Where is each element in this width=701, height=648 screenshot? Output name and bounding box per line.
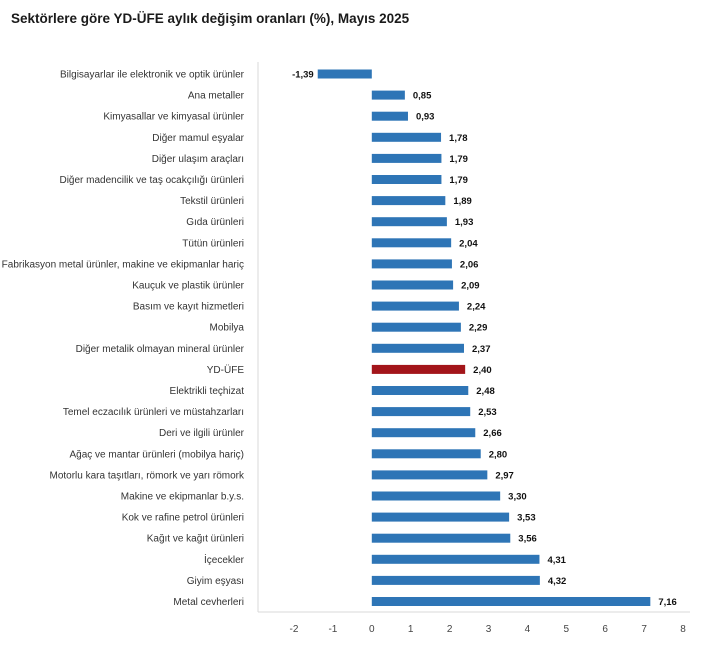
data-label: 1,93 xyxy=(455,217,474,228)
category-label: Elektrikli teçhizat xyxy=(170,386,245,397)
bar xyxy=(317,69,372,79)
bar xyxy=(371,470,488,480)
data-label: 2,48 xyxy=(476,386,495,397)
data-label: 0,85 xyxy=(413,91,432,102)
category-label: Metal cevherleri xyxy=(173,597,244,608)
x-tick-label: 4 xyxy=(525,624,531,635)
category-label: Ağaç ve mantar ürünleri (mobilya hariç) xyxy=(69,449,244,460)
data-label: 2,40 xyxy=(473,365,492,376)
category-label: Deri ve ilgili ürünler xyxy=(159,428,245,439)
data-label: 2,37 xyxy=(472,344,491,355)
category-label: Mobilya xyxy=(210,323,245,334)
bar xyxy=(371,386,469,395)
data-label: 2,66 xyxy=(483,428,502,439)
data-label: 3,56 xyxy=(518,534,537,545)
category-label: Diğer madencilik ve taş ocakçılığı ürünl… xyxy=(59,175,244,186)
bar xyxy=(371,153,442,163)
data-label: 2,53 xyxy=(478,407,497,418)
data-label: 2,04 xyxy=(459,238,478,249)
data-label: 4,31 xyxy=(547,555,566,566)
bar xyxy=(371,280,454,290)
x-tick-label: 3 xyxy=(486,624,492,635)
data-label: 3,53 xyxy=(517,513,536,524)
bar xyxy=(371,554,540,564)
data-label: 2,24 xyxy=(467,302,486,313)
category-label: Kağıt ve kağıt ürünleri xyxy=(147,534,244,545)
bar xyxy=(371,597,651,606)
bar xyxy=(371,512,510,522)
x-tick-label: 7 xyxy=(641,624,647,635)
category-label: Diğer ulaşım araçları xyxy=(152,154,244,165)
bar xyxy=(371,111,408,121)
category-label: Kimyasallar ve kimyasal ürünler xyxy=(103,112,244,123)
data-label: 4,32 xyxy=(548,576,567,587)
bar xyxy=(371,533,511,543)
bar xyxy=(371,259,452,269)
x-tick-label: 2 xyxy=(447,624,453,635)
bar xyxy=(371,90,405,100)
bar xyxy=(371,196,446,206)
bar xyxy=(371,217,447,227)
data-label: 2,09 xyxy=(461,281,480,292)
bar xyxy=(371,301,459,311)
data-label: 7,16 xyxy=(658,597,677,608)
data-label: 3,30 xyxy=(508,492,527,503)
data-label: 0,93 xyxy=(416,112,435,123)
category-label: Temel eczacılık ürünleri ve müstahzarlar… xyxy=(63,407,244,418)
category-label: Basım ve kayıt hizmetleri xyxy=(133,302,244,313)
x-tick-label: 1 xyxy=(408,624,414,635)
category-label: Diğer metalik olmayan mineral ürünler xyxy=(76,344,245,355)
category-label: Kok ve rafine petrol ürünleri xyxy=(122,513,244,524)
bar xyxy=(371,575,540,585)
category-label: Bilgisayarlar ile elektronik ve optik ür… xyxy=(60,70,245,81)
category-label: Diğer mamul eşyalar xyxy=(152,133,244,144)
bar-highlight xyxy=(371,364,466,374)
x-tick-label: -1 xyxy=(328,624,337,635)
category-label: İçecekler xyxy=(204,553,245,566)
data-label: 2,80 xyxy=(489,449,508,460)
data-label: 1,89 xyxy=(453,196,472,207)
data-label: -1,39 xyxy=(292,70,314,81)
bar xyxy=(371,449,481,459)
category-label: Tekstil ürünleri xyxy=(180,196,244,207)
category-label: Ana metaller xyxy=(188,91,245,102)
data-label: 1,79 xyxy=(449,154,468,165)
x-tick-label: 6 xyxy=(602,624,608,635)
data-label: 2,06 xyxy=(460,259,479,270)
category-label: Motorlu kara taşıtları, römork ve yarı r… xyxy=(50,470,245,481)
x-tick-label: 8 xyxy=(680,624,686,635)
category-label: Makine ve ekipmanlar b.y.s. xyxy=(121,492,244,503)
bar xyxy=(371,343,464,353)
bar xyxy=(371,428,476,438)
x-tick-label: -2 xyxy=(290,624,299,635)
bar xyxy=(371,238,452,248)
category-label: YD-ÜFE xyxy=(207,364,245,376)
x-tick-label: 5 xyxy=(564,624,570,635)
bar xyxy=(371,322,461,332)
category-label: Kauçuk ve plastik ürünler xyxy=(132,281,244,292)
category-label: Fabrikasyon metal ürünler, makine ve eki… xyxy=(2,259,244,270)
data-label: 2,29 xyxy=(469,323,488,334)
category-label: Tütün ürünleri xyxy=(182,238,244,249)
bar xyxy=(371,491,501,501)
data-label: 1,79 xyxy=(449,175,468,186)
bar xyxy=(371,132,442,142)
chart-title: Sektörlere göre YD-ÜFE aylık değişim ora… xyxy=(11,11,410,26)
category-label: Giyim eşyası xyxy=(187,576,244,587)
data-label: 1,78 xyxy=(449,133,468,144)
bar xyxy=(371,407,471,417)
data-label: 2,97 xyxy=(495,470,514,481)
category-label: Gıda ürünleri xyxy=(186,217,244,228)
bar xyxy=(371,175,442,184)
x-tick-label: 0 xyxy=(369,624,375,635)
